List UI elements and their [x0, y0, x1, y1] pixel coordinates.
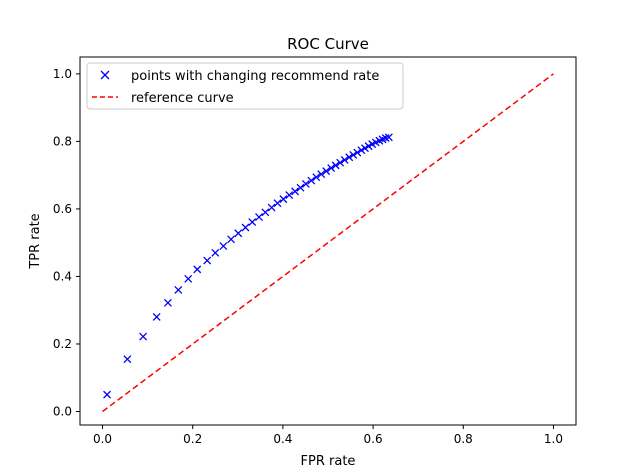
- roc-point: [317, 170, 326, 179]
- roc-point: [103, 390, 112, 399]
- legend-box: [86, 62, 404, 110]
- roc-point: [327, 164, 336, 173]
- y-tick-label: 0.0: [53, 404, 72, 418]
- chart-title: ROC Curve: [287, 35, 369, 53]
- roc-point: [345, 153, 354, 162]
- y-axis-label: TPR rate: [28, 213, 43, 269]
- y-tick-label: 0.6: [53, 202, 72, 216]
- roc-point: [219, 242, 228, 251]
- y-tick-label: 1.0: [53, 67, 72, 81]
- roc-point: [312, 173, 321, 182]
- roc-point: [163, 298, 172, 307]
- roc-point: [364, 142, 373, 151]
- roc-point: [174, 285, 183, 294]
- roc-point: [139, 332, 148, 341]
- x-axis-ticks: 0.0 0.2 0.4 0.6 0.8 1.0: [93, 425, 563, 446]
- y-tick-label: 0.2: [53, 337, 72, 351]
- roc-point: [307, 176, 316, 185]
- reference-curve-line: [102, 73, 554, 413]
- y-tick-label: 0.8: [53, 134, 72, 148]
- plot-area-frame: [79, 56, 577, 426]
- roc-point: [361, 144, 369, 153]
- roc-point: [357, 146, 366, 155]
- roc-point: [340, 156, 349, 164]
- roc-point: [193, 265, 202, 274]
- roc-point: [248, 218, 257, 227]
- legend: points with changing recommend rate refe…: [86, 62, 404, 110]
- roc-point: [301, 179, 310, 188]
- roc-point: [273, 199, 282, 208]
- roc-point: [322, 167, 331, 176]
- roc-point: [353, 148, 362, 157]
- x-tick-label: 0.8: [454, 432, 473, 446]
- roc-point: [234, 229, 243, 238]
- roc-point: [336, 158, 345, 167]
- roc-point: [285, 191, 294, 200]
- reference-curve: [102, 73, 554, 413]
- roc-point: [279, 195, 288, 204]
- roc-point: [227, 235, 236, 244]
- roc-point: [152, 313, 161, 321]
- roc-point: [349, 150, 358, 159]
- legend-label-reference: reference curve: [131, 91, 234, 106]
- x-tick-label: 0.4: [273, 432, 292, 446]
- x-tick-label: 0.6: [364, 432, 383, 446]
- roc-point: [203, 256, 212, 265]
- roc-point: [267, 203, 276, 212]
- y-tick-label: 0.4: [53, 269, 72, 283]
- roc-point: [331, 161, 340, 170]
- roc-point: [211, 248, 220, 257]
- roc-point: [255, 213, 263, 221]
- roc-point: [184, 274, 193, 283]
- x-tick-label: 1.0: [544, 432, 563, 446]
- roc-point: [261, 208, 270, 217]
- y-axis-ticks: 0.0 0.2 0.4 0.6 0.8 1.0: [53, 67, 80, 418]
- roc-point: [296, 183, 305, 192]
- roc-point: [291, 187, 300, 196]
- legend-label-points: points with changing recommend rate: [131, 69, 379, 84]
- roc-point: [123, 355, 132, 364]
- x-axis-label: FPR rate: [301, 454, 356, 469]
- roc-point: [384, 133, 393, 142]
- legend-marker-x: [100, 70, 110, 80]
- x-tick-label: 0.2: [183, 432, 202, 446]
- x-tick-label: 0.0: [93, 432, 112, 446]
- roc-points-series: [103, 133, 393, 399]
- roc-point: [241, 223, 250, 232]
